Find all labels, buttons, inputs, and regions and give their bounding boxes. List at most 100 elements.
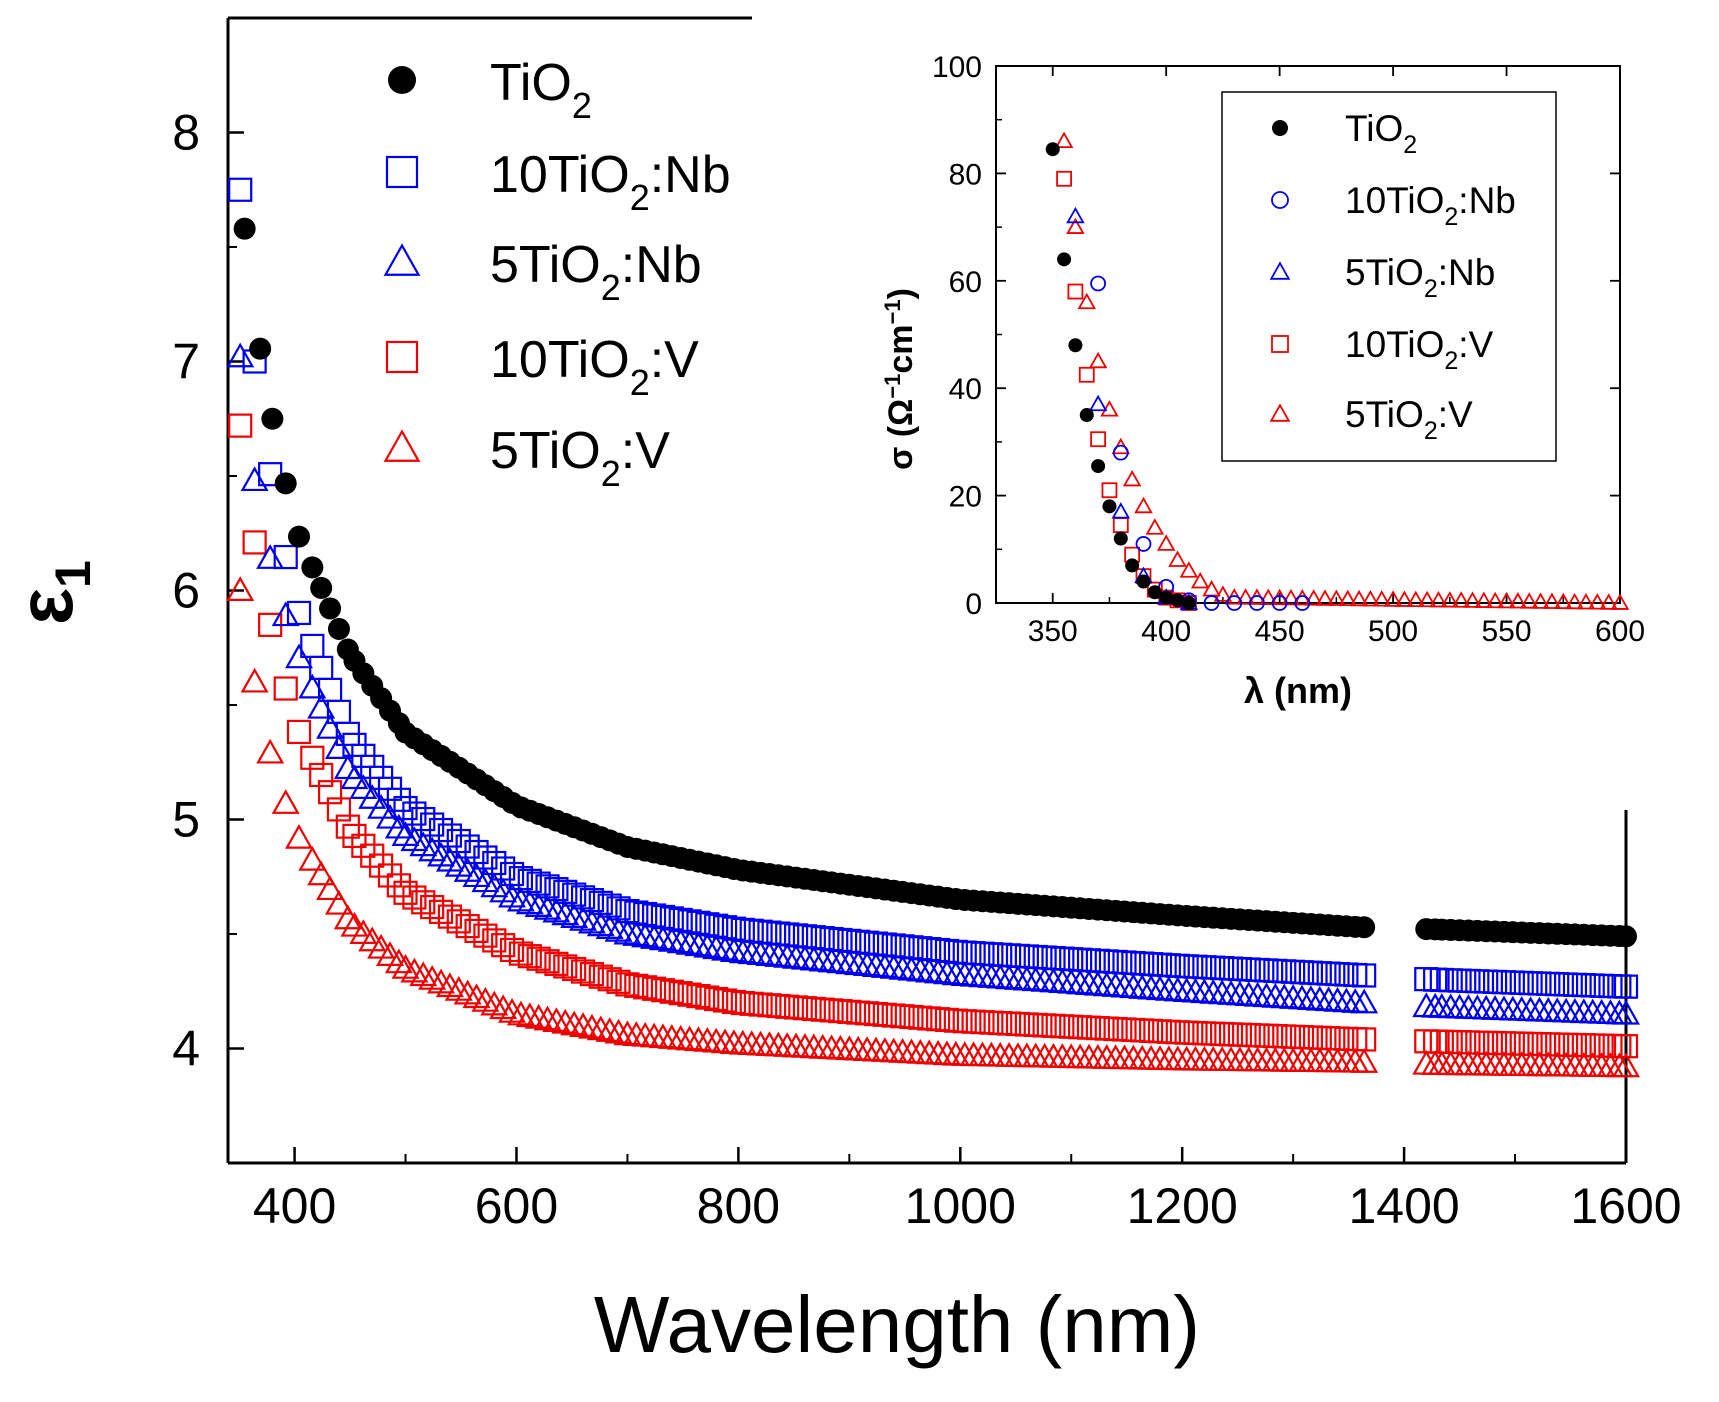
inset-data-point	[1159, 590, 1174, 605]
data-point	[533, 894, 562, 920]
data-point	[286, 600, 312, 626]
data-point	[506, 1000, 535, 1026]
data-point	[228, 177, 253, 202]
inset-data-point	[1135, 536, 1152, 552]
inset-legend-label-name: 10TiO	[1345, 180, 1444, 221]
inset-legend-label-suffix: :Nb	[1438, 252, 1496, 293]
inset-data-point	[1519, 592, 1539, 609]
data-point	[386, 873, 411, 898]
data-point	[535, 949, 560, 974]
data-point	[386, 787, 411, 812]
inset-data-point	[1249, 595, 1265, 611]
inset-x-tick-label: 550	[1482, 615, 1532, 648]
inset-data-point	[1101, 482, 1118, 499]
data-point	[641, 976, 667, 1001]
inset-data-point	[1066, 217, 1085, 234]
data-point	[273, 676, 298, 701]
data-point	[586, 911, 615, 937]
data-point	[1352, 963, 1377, 988]
inset-legend-marker-v5	[1269, 403, 1291, 422]
inset-legend-label-tio2: TiO2	[1345, 108, 1417, 159]
inset-data-point	[1147, 585, 1162, 600]
data-point	[684, 931, 713, 957]
inset-data-point	[1113, 531, 1128, 546]
inset-data-point	[1271, 595, 1288, 611]
data-point	[1350, 988, 1379, 1014]
data-point	[551, 900, 580, 926]
legend-label-subscript: 2	[601, 453, 621, 494]
series-v5	[226, 576, 1640, 1078]
inset-data-point	[1125, 558, 1140, 573]
inset-data-point	[1056, 170, 1072, 187]
inset-data-point	[1361, 589, 1380, 607]
data-point	[240, 466, 269, 492]
data-point	[604, 1018, 633, 1044]
data-point	[499, 861, 525, 887]
data-point	[360, 843, 385, 868]
legend-label-v10: 10TiO2:V	[490, 331, 699, 403]
inset-y-axis-label-part: )	[882, 288, 920, 299]
inset-y-tick-label: 100	[932, 51, 982, 84]
data-point	[641, 903, 667, 928]
inset-data-point	[1236, 588, 1255, 605]
legend-label-suffix: :Nb	[650, 146, 731, 204]
data-point	[226, 342, 255, 368]
inset-y-axis-label-part: −1	[880, 299, 905, 324]
data-point	[335, 814, 360, 839]
inset-data-point	[1497, 591, 1516, 609]
data-point	[515, 889, 544, 915]
data-point	[1352, 1027, 1377, 1052]
data-point	[498, 997, 527, 1023]
data-point	[551, 1008, 580, 1034]
data-point	[491, 856, 516, 881]
data-point	[553, 879, 578, 904]
data-point	[491, 933, 516, 958]
inset-data-point	[1091, 459, 1106, 474]
data-point	[376, 803, 404, 829]
inset-y-tick-label: 20	[949, 481, 982, 514]
data-point	[301, 556, 324, 579]
data-point	[712, 915, 738, 940]
data-point	[524, 1003, 553, 1029]
x-axis-label: Wavelength (nm)	[594, 1280, 1200, 1369]
inset-data-point	[1610, 593, 1630, 610]
data-point	[271, 789, 300, 814]
legend-marker-v10	[385, 340, 419, 374]
data-point	[659, 979, 684, 1004]
inset-data-point	[1599, 593, 1618, 610]
main-plot: 400 600 800 1000 1200 1400 160045678Wavelength…	[1, 16, 1682, 1369]
inset-data-point	[1395, 590, 1414, 607]
data-point	[233, 217, 256, 240]
data-point	[316, 875, 345, 901]
data-point	[597, 893, 622, 918]
data-point	[615, 898, 640, 924]
legend-label-nb10: 10TiO2:Nb	[490, 146, 731, 218]
legend-label-subscript: 2	[572, 85, 592, 126]
inset-data-point	[1156, 534, 1176, 551]
inset-y-tick-label: 0	[965, 588, 982, 621]
inset-data-point	[1122, 469, 1142, 487]
data-point	[570, 885, 596, 910]
data-point	[695, 985, 720, 1010]
data-point	[309, 655, 334, 681]
data-point	[288, 525, 311, 548]
inset-data-point	[1338, 589, 1357, 607]
inset-data-point	[1226, 595, 1243, 611]
data-point	[562, 956, 587, 982]
data-point	[695, 912, 720, 937]
data-point	[526, 946, 551, 971]
inset-x-tick-label: 400	[1141, 615, 1191, 648]
inset-data-point	[1294, 595, 1311, 611]
inset-data-point	[1259, 588, 1278, 605]
data-point	[668, 981, 693, 1006]
inset-data-point	[1102, 499, 1117, 514]
data-point	[1612, 999, 1640, 1025]
y-axis-label-symbol: ε	[1, 588, 89, 625]
inset-legend-marker-nb10	[1271, 191, 1289, 209]
data-point	[633, 901, 658, 927]
legend-label-suffix: :V	[621, 422, 670, 480]
inset-data-point	[1417, 590, 1437, 608]
legend-label-name: 10TiO	[490, 331, 630, 389]
inset-legend-label-suffix: :Nb	[1458, 180, 1516, 221]
inset-data-point	[1451, 591, 1471, 608]
